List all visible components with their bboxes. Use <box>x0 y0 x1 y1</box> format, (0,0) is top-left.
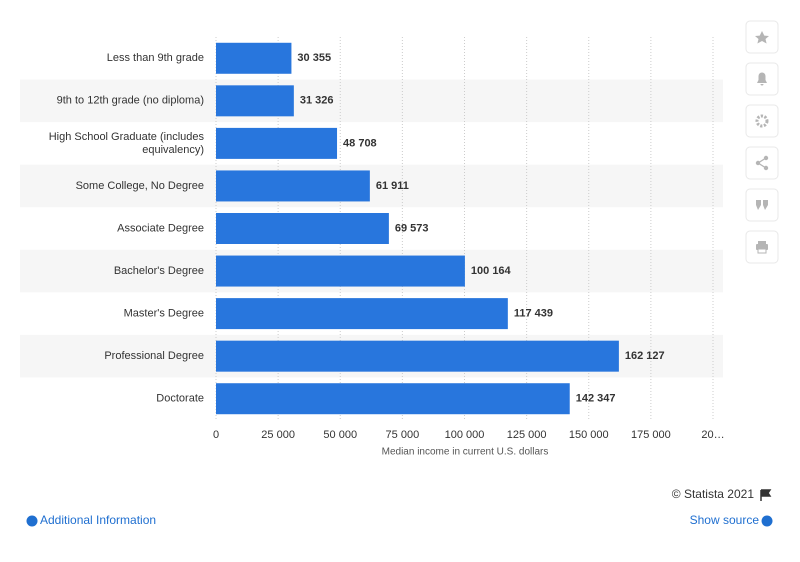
x-tick-label: 125 000 <box>507 429 547 441</box>
share-button[interactable] <box>745 146 779 180</box>
value-label: 162 127 <box>625 350 665 362</box>
x-tick-label: 20… <box>701 429 724 441</box>
bar <box>216 340 619 372</box>
flag-icon <box>760 489 772 501</box>
value-label: 30 355 <box>297 52 331 64</box>
x-tick-label: 150 000 <box>569 429 609 441</box>
value-label: 31 326 <box>300 95 334 107</box>
y-tick-label: Professional Degree <box>104 350 204 362</box>
y-tick-label: Doctorate <box>156 393 204 405</box>
x-tick-label: 75 000 <box>386 429 420 441</box>
info-icon <box>761 515 773 527</box>
bar <box>216 255 465 287</box>
y-tick-label: 9th to 12th grade (no diploma) <box>57 95 204 107</box>
plot: 0 25 000 50 000 75 000 100 000 125 000 150 000… <box>49 37 725 441</box>
quote-icon <box>756 200 768 210</box>
bar <box>216 298 508 330</box>
value-label: 48 708 <box>343 137 377 149</box>
y-tick-label: Less than 9th grade <box>107 52 204 64</box>
additional-information-link[interactable]: Additional Information <box>40 513 156 527</box>
settings-button[interactable] <box>745 104 779 138</box>
show-source-link[interactable]: Show source <box>690 513 760 527</box>
x-axis-label: Median income in current U.S. dollars <box>382 447 549 458</box>
toolbar <box>745 20 779 264</box>
credit: © Statista 2021 <box>672 487 755 501</box>
y-tick-label: Bachelor's Degree <box>114 265 204 277</box>
row-band <box>20 164 723 208</box>
bar <box>216 85 294 117</box>
bar <box>216 127 338 159</box>
value-label: 142 347 <box>576 393 616 405</box>
value-label: 61 911 <box>376 180 409 192</box>
x-tick-label: 50 000 <box>323 429 357 441</box>
bar <box>216 170 370 202</box>
share-icon <box>755 155 769 171</box>
x-tick-label: 100 000 <box>445 429 485 441</box>
footer: © Statista 2021 Additional Information S… <box>26 487 773 527</box>
row-band <box>20 79 723 123</box>
info-icon <box>26 515 38 527</box>
gear-icon <box>755 114 769 128</box>
y-tick-label: Some College, No Degree <box>76 180 204 192</box>
print-icon <box>756 241 768 254</box>
bell-icon <box>757 72 767 86</box>
y-tick-label: High School Graduate (includes equivalenc… <box>49 131 205 156</box>
y-tick-label: Master's Degree <box>124 308 204 320</box>
bar <box>216 383 570 415</box>
value-label: 100 164 <box>471 265 512 277</box>
bar <box>216 213 389 244</box>
cite-button[interactable] <box>745 188 779 222</box>
value-label: 69 573 <box>395 222 429 234</box>
x-tick-label: 175 000 <box>631 429 671 441</box>
x-tick-label: 0 <box>213 429 219 441</box>
star-icon <box>755 31 769 44</box>
value-label: 117 439 <box>514 308 553 320</box>
bar <box>216 42 292 74</box>
y-tick-label: Associate Degree <box>117 222 204 234</box>
x-tick-label: 25 000 <box>261 429 295 441</box>
